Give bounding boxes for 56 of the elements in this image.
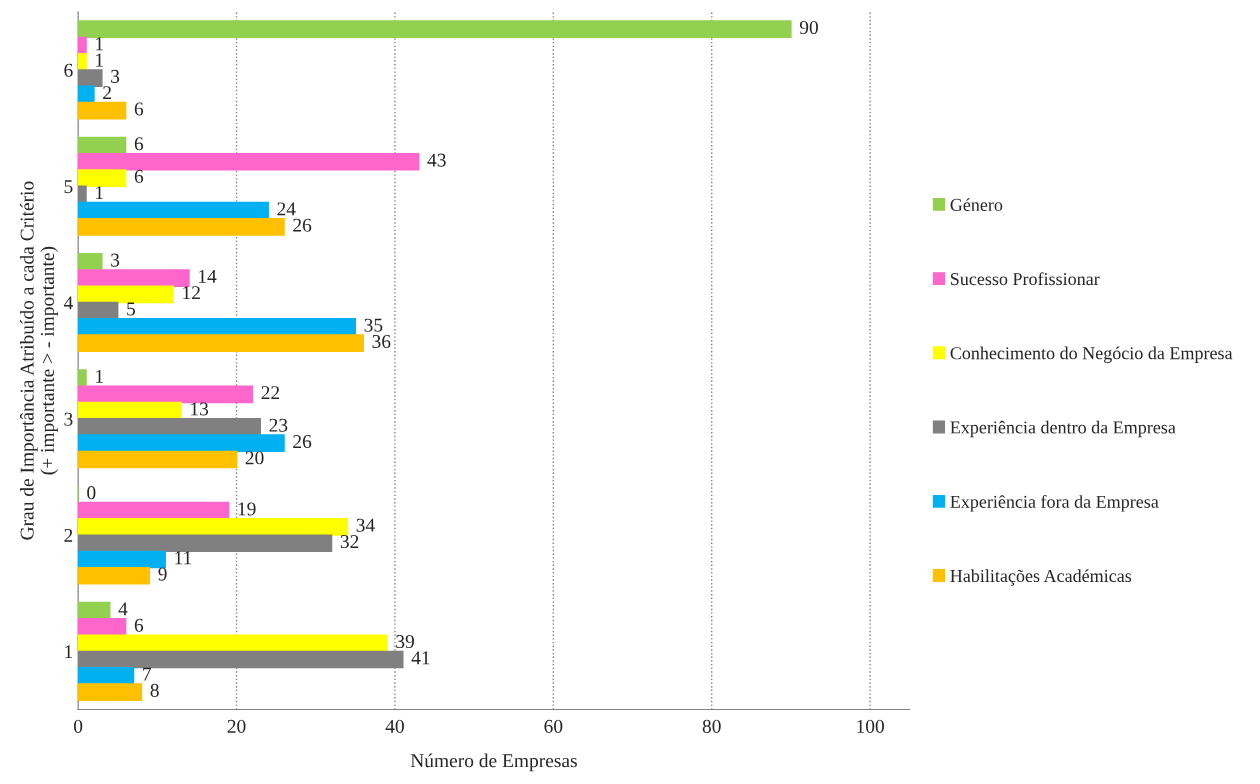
y-tick-label: 2 — [64, 528, 73, 542]
x-tick-label: 20 — [227, 719, 246, 733]
y-tick-label: 5 — [64, 180, 73, 194]
data-label: 3 — [111, 253, 120, 267]
x-tick-label: 80 — [702, 719, 721, 733]
data-label: 2 — [103, 86, 111, 99]
data-label: 14 — [199, 269, 217, 283]
data-label: 1 — [96, 53, 103, 67]
y-tick-label: 1 — [65, 645, 73, 659]
data-label: 4 — [118, 602, 128, 616]
data-label: 19 — [238, 502, 256, 516]
data-label: 1 — [96, 186, 103, 200]
data-label: 26 — [293, 435, 312, 449]
legend-label: Conhecimento do Negócio da Empresa — [950, 346, 1233, 364]
legend-label: Sucesso Profissionar — [950, 272, 1100, 286]
data-label: 90 — [799, 20, 818, 35]
data-label: 24 — [277, 202, 296, 216]
data-label: 9 — [158, 567, 167, 581]
y-tick-label: 6 — [64, 63, 73, 77]
data-label: 1 — [96, 37, 103, 51]
data-label: 39 — [396, 635, 414, 649]
data-label: 43 — [427, 153, 446, 167]
data-label: 6 — [134, 102, 144, 116]
legend-label: Habilitações Académicas — [950, 569, 1132, 586]
data-label: 22 — [261, 386, 280, 400]
data-label: 11 — [175, 551, 192, 565]
y-tick-label: 3 — [64, 412, 73, 426]
data-label: 26 — [293, 218, 312, 232]
y-tick-label: 4 — [63, 296, 73, 310]
legend-label: Género — [950, 198, 1003, 211]
data-label: 32 — [340, 535, 359, 549]
x-axis-title: Número de Empresas — [410, 753, 577, 772]
data-label: 8 — [150, 683, 159, 697]
data-label: 36 — [372, 335, 391, 349]
x-tick-label: 0 — [74, 719, 83, 733]
data-label: 3 — [111, 69, 120, 83]
x-tick-label: 60 — [544, 719, 563, 733]
data-label: 13 — [191, 402, 209, 416]
data-label: 41 — [411, 651, 430, 665]
legend-label: Experiência dentro da Empresa — [950, 420, 1176, 438]
data-label: 23 — [269, 418, 288, 432]
data-label: 35 — [364, 318, 383, 332]
legend-label: Experiência fora da Empresa — [950, 494, 1159, 512]
data-label: 12 — [183, 286, 200, 300]
x-tick-label: 40 — [385, 719, 404, 733]
data-label: 20 — [245, 451, 264, 465]
data-label: 6 — [134, 618, 144, 632]
data-label: 5 — [127, 302, 136, 316]
data-label: 34 — [356, 518, 375, 532]
data-label: 6 — [134, 169, 144, 183]
data-label: 0 — [87, 486, 96, 500]
y-axis-title: Grau de Importância Atribuído a cada Critério (+ importante > - importante) — [19, 181, 58, 540]
x-tick-label: 100 — [857, 719, 884, 733]
data-label: 1 — [96, 369, 103, 383]
data-label: 7 — [143, 667, 152, 681]
data-label: 6 — [134, 137, 144, 151]
